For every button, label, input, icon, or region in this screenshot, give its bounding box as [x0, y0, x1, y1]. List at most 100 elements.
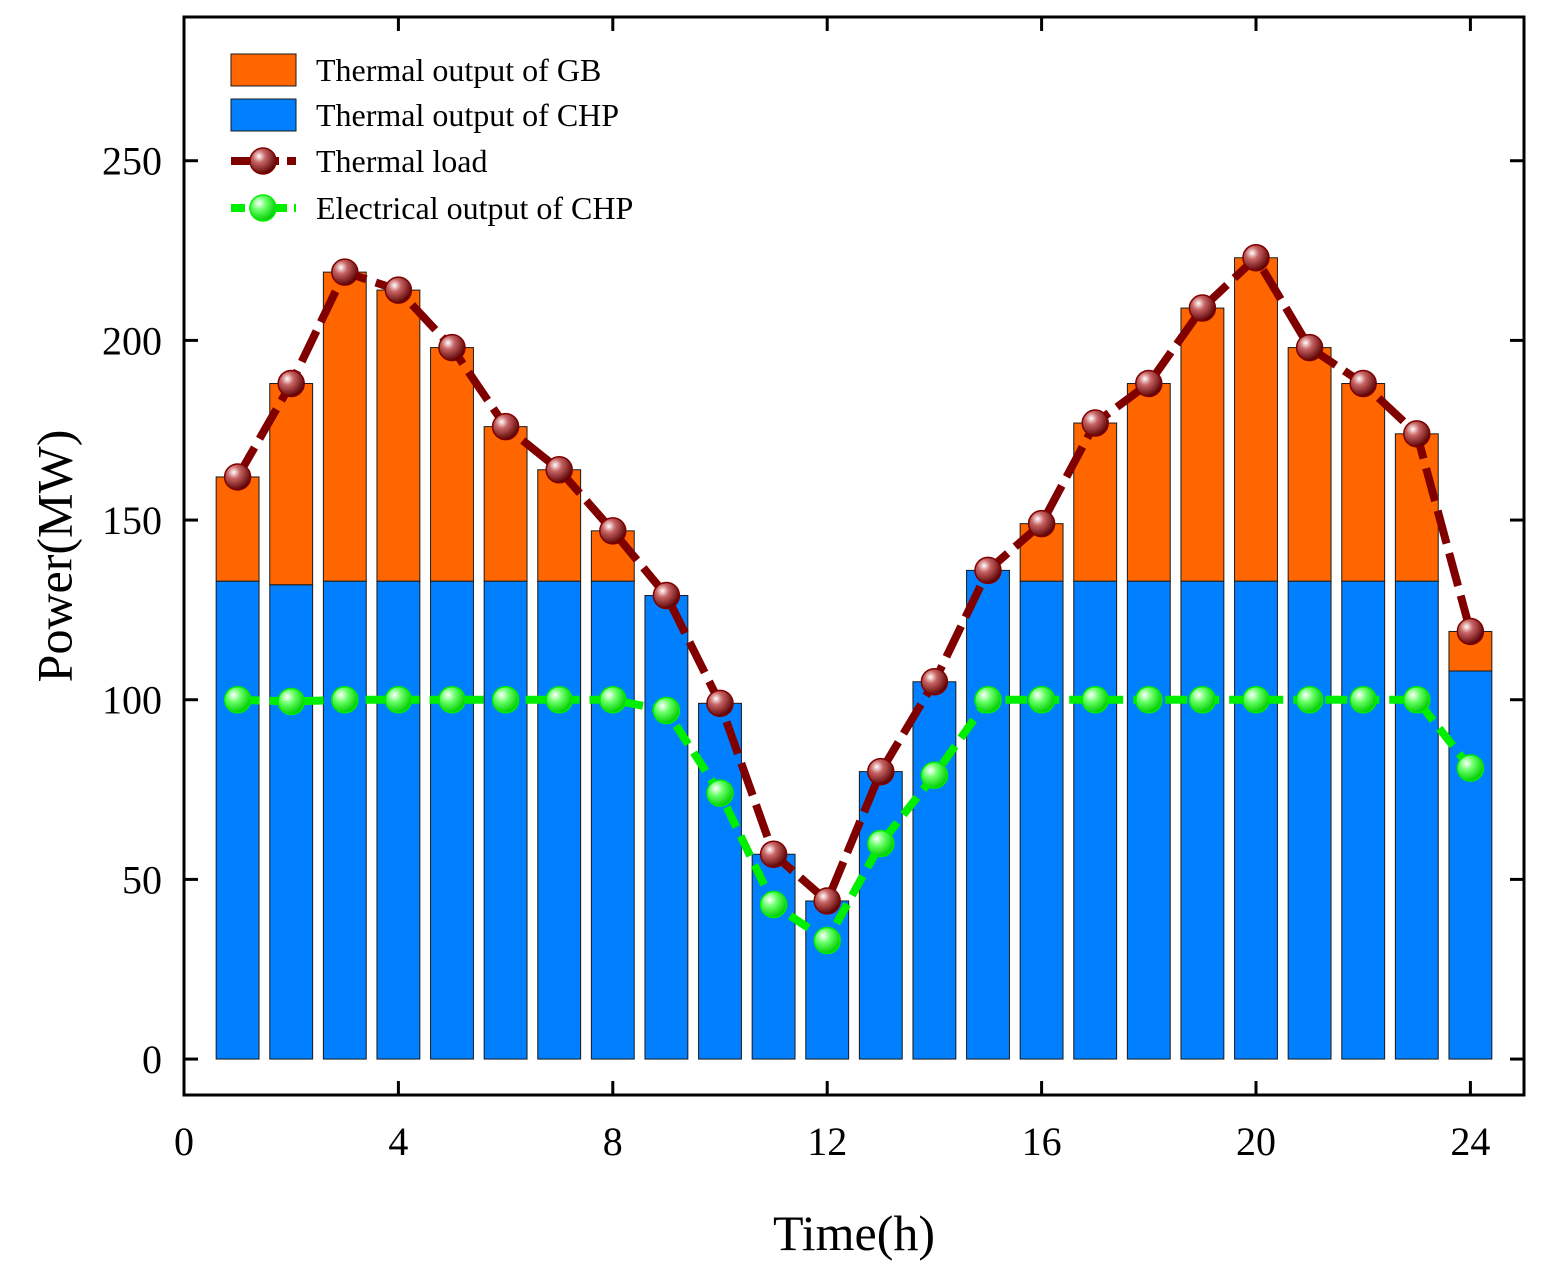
electrical-output-point [1349, 685, 1377, 714]
thermal-load-point [867, 757, 895, 786]
electrical-output-point [1295, 685, 1324, 714]
legend-swatch [230, 53, 297, 87]
electrical-output-point [813, 926, 841, 955]
thermal-load-point [438, 333, 466, 362]
x-tick-label: 8 [603, 1119, 623, 1164]
x-tick-label: 4 [388, 1119, 408, 1164]
thermal-load-point [1027, 509, 1056, 538]
electrical-output-point [1081, 685, 1109, 714]
thermal-load-point [920, 668, 949, 696]
y-tick-label: 100 [102, 678, 162, 723]
bar-chp [644, 595, 689, 1060]
electrical-output-point [1403, 685, 1431, 714]
electrical-output-point [706, 779, 734, 807]
thermal-load-point [706, 689, 734, 718]
electrical-output-point [1242, 685, 1270, 714]
electrical-output-point [974, 685, 1002, 714]
bar-chp [1394, 580, 1439, 1060]
thermal-load-line [234, 253, 1475, 905]
bar-gb [1234, 257, 1278, 582]
legend-label: Thermal output of CHP [316, 97, 619, 133]
y-axis-title: Power(MW) [26, 430, 82, 683]
bar-chp [430, 580, 474, 1060]
electrical-output-point [438, 685, 466, 714]
bar-chp [215, 580, 260, 1060]
thermal-load-point [331, 258, 359, 286]
thermal-load-point [599, 517, 627, 545]
legend: Thermal output of GB Thermal output of CH… [230, 52, 633, 226]
electrical-output-point [384, 685, 413, 714]
bar-gb [269, 383, 314, 586]
bar-chp [322, 580, 367, 1060]
bar-chp [376, 580, 421, 1060]
electrical-output-point [867, 829, 895, 858]
y-tick-label: 0 [142, 1037, 162, 1082]
bar-chp [858, 771, 903, 1060]
bar-gb [1394, 433, 1439, 582]
thermal-load-point [1135, 369, 1163, 398]
thermal-load-point [277, 369, 305, 398]
electrical-output-point [1188, 685, 1217, 714]
thermal-load-point [1081, 409, 1109, 437]
thermal-load-point [1188, 294, 1217, 322]
bar-chp [1019, 580, 1064, 1060]
lines-layer [223, 244, 1485, 955]
legend-label: Electrical output of CHP [316, 190, 633, 226]
thermal-load-point [1242, 244, 1270, 272]
y-tick-label: 50 [122, 857, 162, 902]
x-tick-label: 12 [807, 1119, 847, 1164]
electrical-output-point [1456, 754, 1485, 782]
bar-gb [430, 347, 474, 582]
bar-chp [912, 681, 957, 1060]
bar-chp [590, 580, 635, 1060]
electrical-output-point [652, 696, 681, 725]
thermal-load-point [759, 840, 788, 868]
electrical-output-point [759, 890, 788, 919]
electrical-output-point [599, 685, 627, 714]
bar-chp [1180, 580, 1225, 1060]
bar-gb [1126, 383, 1171, 582]
thermal-load-point [1456, 617, 1485, 646]
x-tick-label: 24 [1450, 1119, 1490, 1164]
bar-chp [537, 580, 582, 1060]
bar-gb [1180, 307, 1225, 582]
thermal-load-point [384, 276, 413, 304]
bar-chp [1234, 580, 1278, 1060]
bar-gb [483, 426, 528, 582]
plot-frame [182, 15, 1526, 1097]
bar-chp [966, 569, 1010, 1060]
bar-chp [269, 584, 314, 1060]
electrical-output-point [1135, 685, 1163, 714]
legend-label: Thermal output of GB [316, 52, 601, 88]
bar-gb [322, 271, 367, 582]
bar-chp [1448, 670, 1493, 1060]
y-tick-label: 200 [102, 318, 162, 363]
bar-chp [698, 702, 742, 1060]
bar-chp [1073, 580, 1118, 1060]
legend-label: Thermal load [316, 143, 487, 179]
thermal-load-point [545, 456, 573, 484]
thermal-load-point [223, 463, 252, 491]
bar-gb [215, 476, 260, 582]
thermal-load-point [491, 412, 520, 441]
bars-layer [215, 257, 1493, 1060]
electrical-output-point [491, 685, 520, 714]
bar-gb [1341, 383, 1386, 582]
electrical-output-point [223, 685, 252, 714]
bar-chp [1287, 580, 1332, 1060]
electrical-output-point [277, 687, 305, 716]
bar-gb [1287, 347, 1332, 582]
legend-marker [249, 194, 277, 222]
electrical-output-point [545, 685, 573, 714]
x-tick-label: 20 [1236, 1119, 1276, 1164]
bar-chp [1341, 580, 1386, 1060]
electrical-output-point [331, 685, 359, 714]
y-tick-label: 150 [102, 498, 162, 543]
x-tick-label: 0 [174, 1119, 194, 1164]
thermal-load-point [1349, 369, 1377, 398]
thermal-load-point [1403, 420, 1431, 448]
bar-chp [1126, 580, 1171, 1060]
axes-layer: 0 50 100 150 200 250 0 4 8 12 16 20 24 [102, 17, 1524, 1164]
thermal-load-point [813, 887, 841, 915]
